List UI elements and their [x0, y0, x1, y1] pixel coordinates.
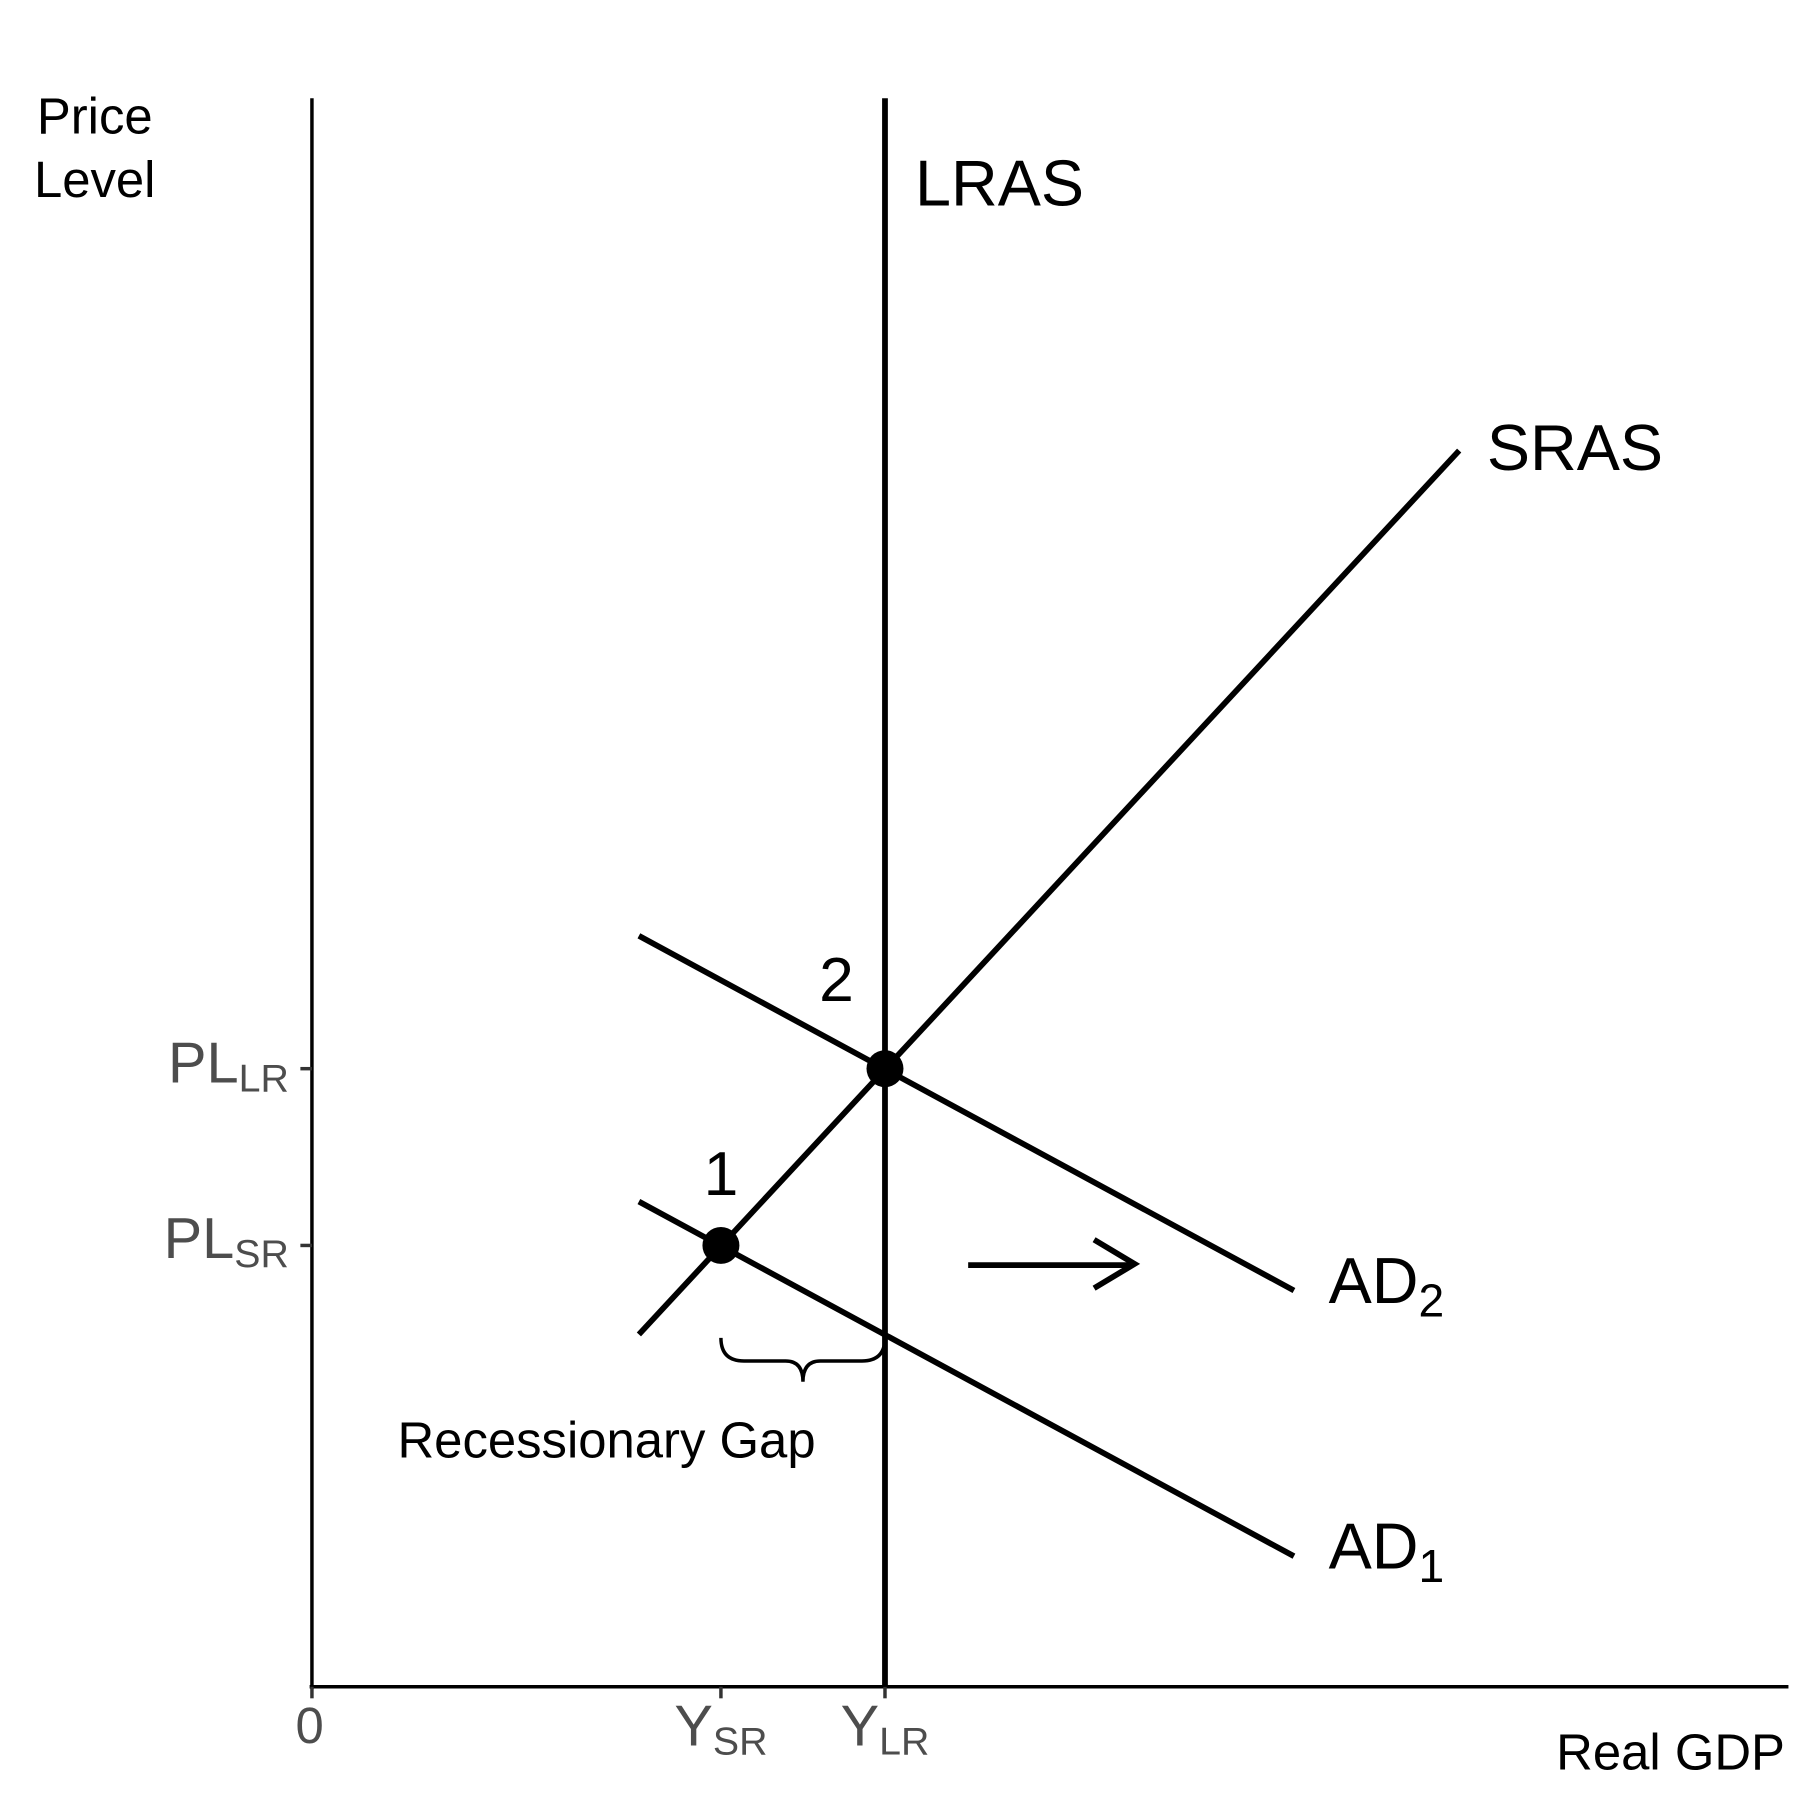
point-label: 2	[819, 946, 854, 1015]
tick-main: PL	[168, 1032, 239, 1096]
curve-sub: 2	[1419, 1275, 1445, 1327]
curve-main: AD	[1329, 1244, 1419, 1317]
origin-label: 0	[295, 1697, 323, 1754]
gap-annotation: Recessionary Gap	[397, 1412, 815, 1469]
x-tick-label: YSR	[674, 1695, 767, 1764]
ad2-label: AD2	[1329, 1244, 1445, 1327]
ad2-line	[637, 933, 1296, 1294]
curve-main: AD	[1329, 1510, 1419, 1583]
tick-main: Y	[674, 1695, 713, 1759]
y-axis-label: Price	[37, 88, 153, 145]
lras-label: LRAS	[915, 146, 1084, 219]
y-tick-label: PLLR	[168, 1032, 289, 1101]
tick-sub: LR	[879, 1720, 929, 1764]
tick-main: Y	[841, 1695, 880, 1759]
y-tick-label: PLSR	[164, 1207, 289, 1276]
tick-sub: SR	[234, 1232, 289, 1276]
x-tick-label: YLR	[841, 1695, 930, 1764]
gap-brace	[719, 1337, 887, 1382]
equilibrium-point	[866, 1050, 904, 1088]
y-axis-label: Level	[34, 151, 156, 208]
sras-label: SRAS	[1487, 411, 1663, 484]
tick-main: PL	[164, 1207, 235, 1271]
tick-sub: SR	[713, 1720, 768, 1764]
curve-sub: 1	[1419, 1540, 1445, 1592]
arrow-head	[1092, 1237, 1141, 1291]
ad1-line	[637, 1199, 1296, 1559]
tick-sub: LR	[239, 1057, 289, 1101]
ad1-label: AD1	[1329, 1510, 1445, 1593]
sras-line	[636, 448, 1462, 1337]
equilibrium-point	[702, 1226, 740, 1264]
point-label: 1	[704, 1140, 739, 1209]
x-axis-label: Real GDP	[1556, 1724, 1785, 1781]
